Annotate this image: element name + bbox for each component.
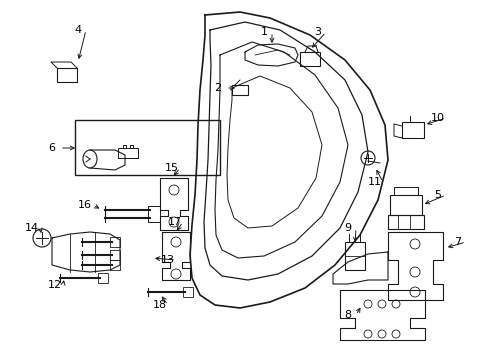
Text: 10: 10 xyxy=(431,113,445,123)
Text: 6: 6 xyxy=(49,143,55,153)
Bar xyxy=(75,120,220,175)
Text: 11: 11 xyxy=(368,177,382,187)
Text: 16: 16 xyxy=(78,200,92,210)
Text: 14: 14 xyxy=(25,223,39,233)
Text: 5: 5 xyxy=(435,190,441,200)
Text: 17: 17 xyxy=(168,217,182,227)
Text: 12: 12 xyxy=(48,280,62,290)
Text: 18: 18 xyxy=(153,300,167,310)
Text: 3: 3 xyxy=(315,27,321,37)
Text: 1: 1 xyxy=(261,27,268,37)
Text: 8: 8 xyxy=(344,310,351,320)
Text: 4: 4 xyxy=(74,25,81,35)
Text: 2: 2 xyxy=(215,83,221,93)
Text: 9: 9 xyxy=(344,223,351,233)
Text: 13: 13 xyxy=(161,255,175,265)
Text: 15: 15 xyxy=(165,163,179,173)
Text: 7: 7 xyxy=(454,237,462,247)
